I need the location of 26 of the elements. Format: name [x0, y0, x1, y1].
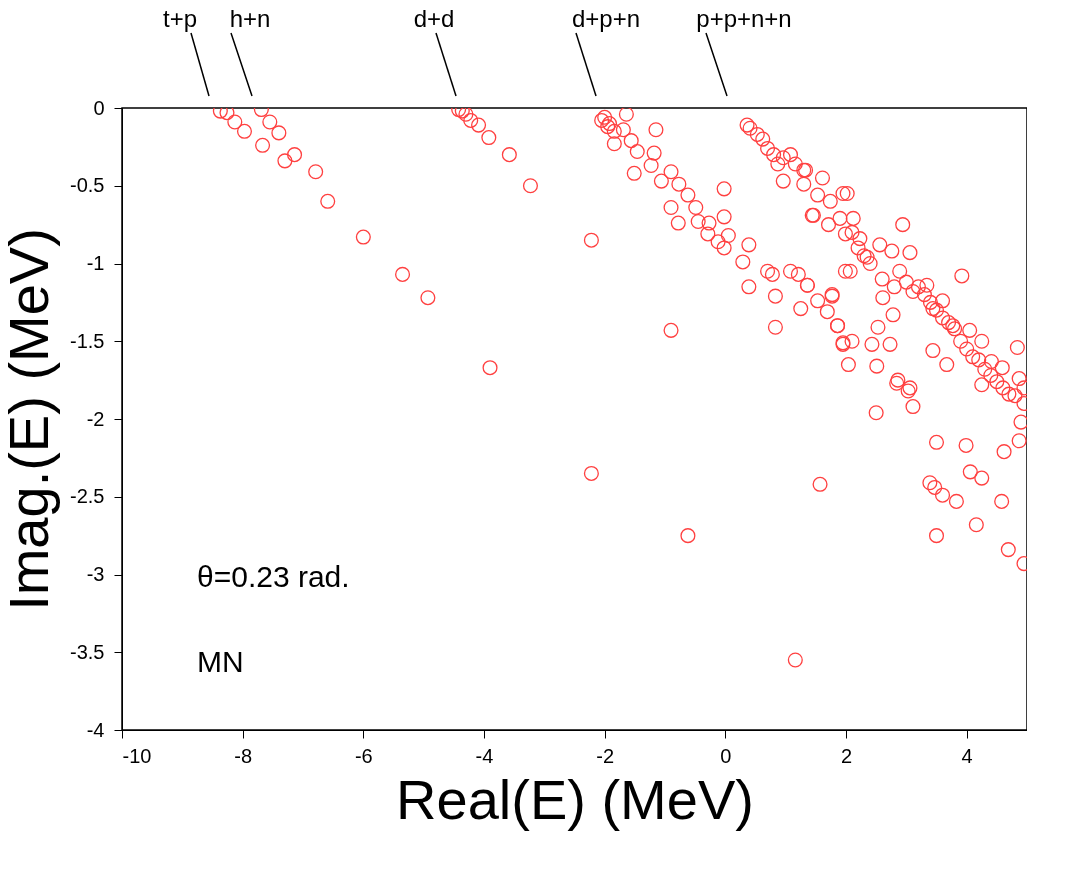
x-tick-label: 2	[840, 744, 853, 767]
y-tick-label: -3.5	[70, 640, 105, 663]
x-tick-label: -8	[234, 744, 253, 767]
y-tick-label: -4	[86, 718, 105, 741]
y-axis-title: Imag.(E) (MeV)	[0, 228, 61, 611]
x-tick-label: -10	[122, 744, 152, 767]
x-axis-title: Real(E) (MeV)	[396, 767, 754, 831]
text: p+p+n+n	[696, 5, 792, 32]
annotation: θ=0.23 rad.	[197, 560, 350, 593]
y-tick-label: -3	[86, 563, 105, 585]
y-tick-label: -1	[86, 252, 105, 274]
text: h+n	[229, 5, 271, 32]
y-tick-label: -2.5	[70, 485, 105, 508]
text: d+p+n	[571, 5, 641, 32]
x-tick-label: -2	[596, 744, 615, 767]
y-tick-label: -2	[86, 407, 105, 430]
y-tick-label: -1.5	[70, 329, 105, 352]
y-tick-label: 0	[93, 96, 105, 119]
text: t+p	[162, 5, 198, 32]
annotation: MN	[197, 645, 244, 678]
x-tick-label: 0	[720, 744, 732, 767]
x-tick-label: -6	[354, 744, 373, 767]
y-tick-label: -0.5	[70, 174, 105, 197]
x-tick-label: -4	[475, 744, 494, 767]
x-tick-label: 4	[961, 744, 973, 767]
text: d+d	[413, 5, 455, 32]
